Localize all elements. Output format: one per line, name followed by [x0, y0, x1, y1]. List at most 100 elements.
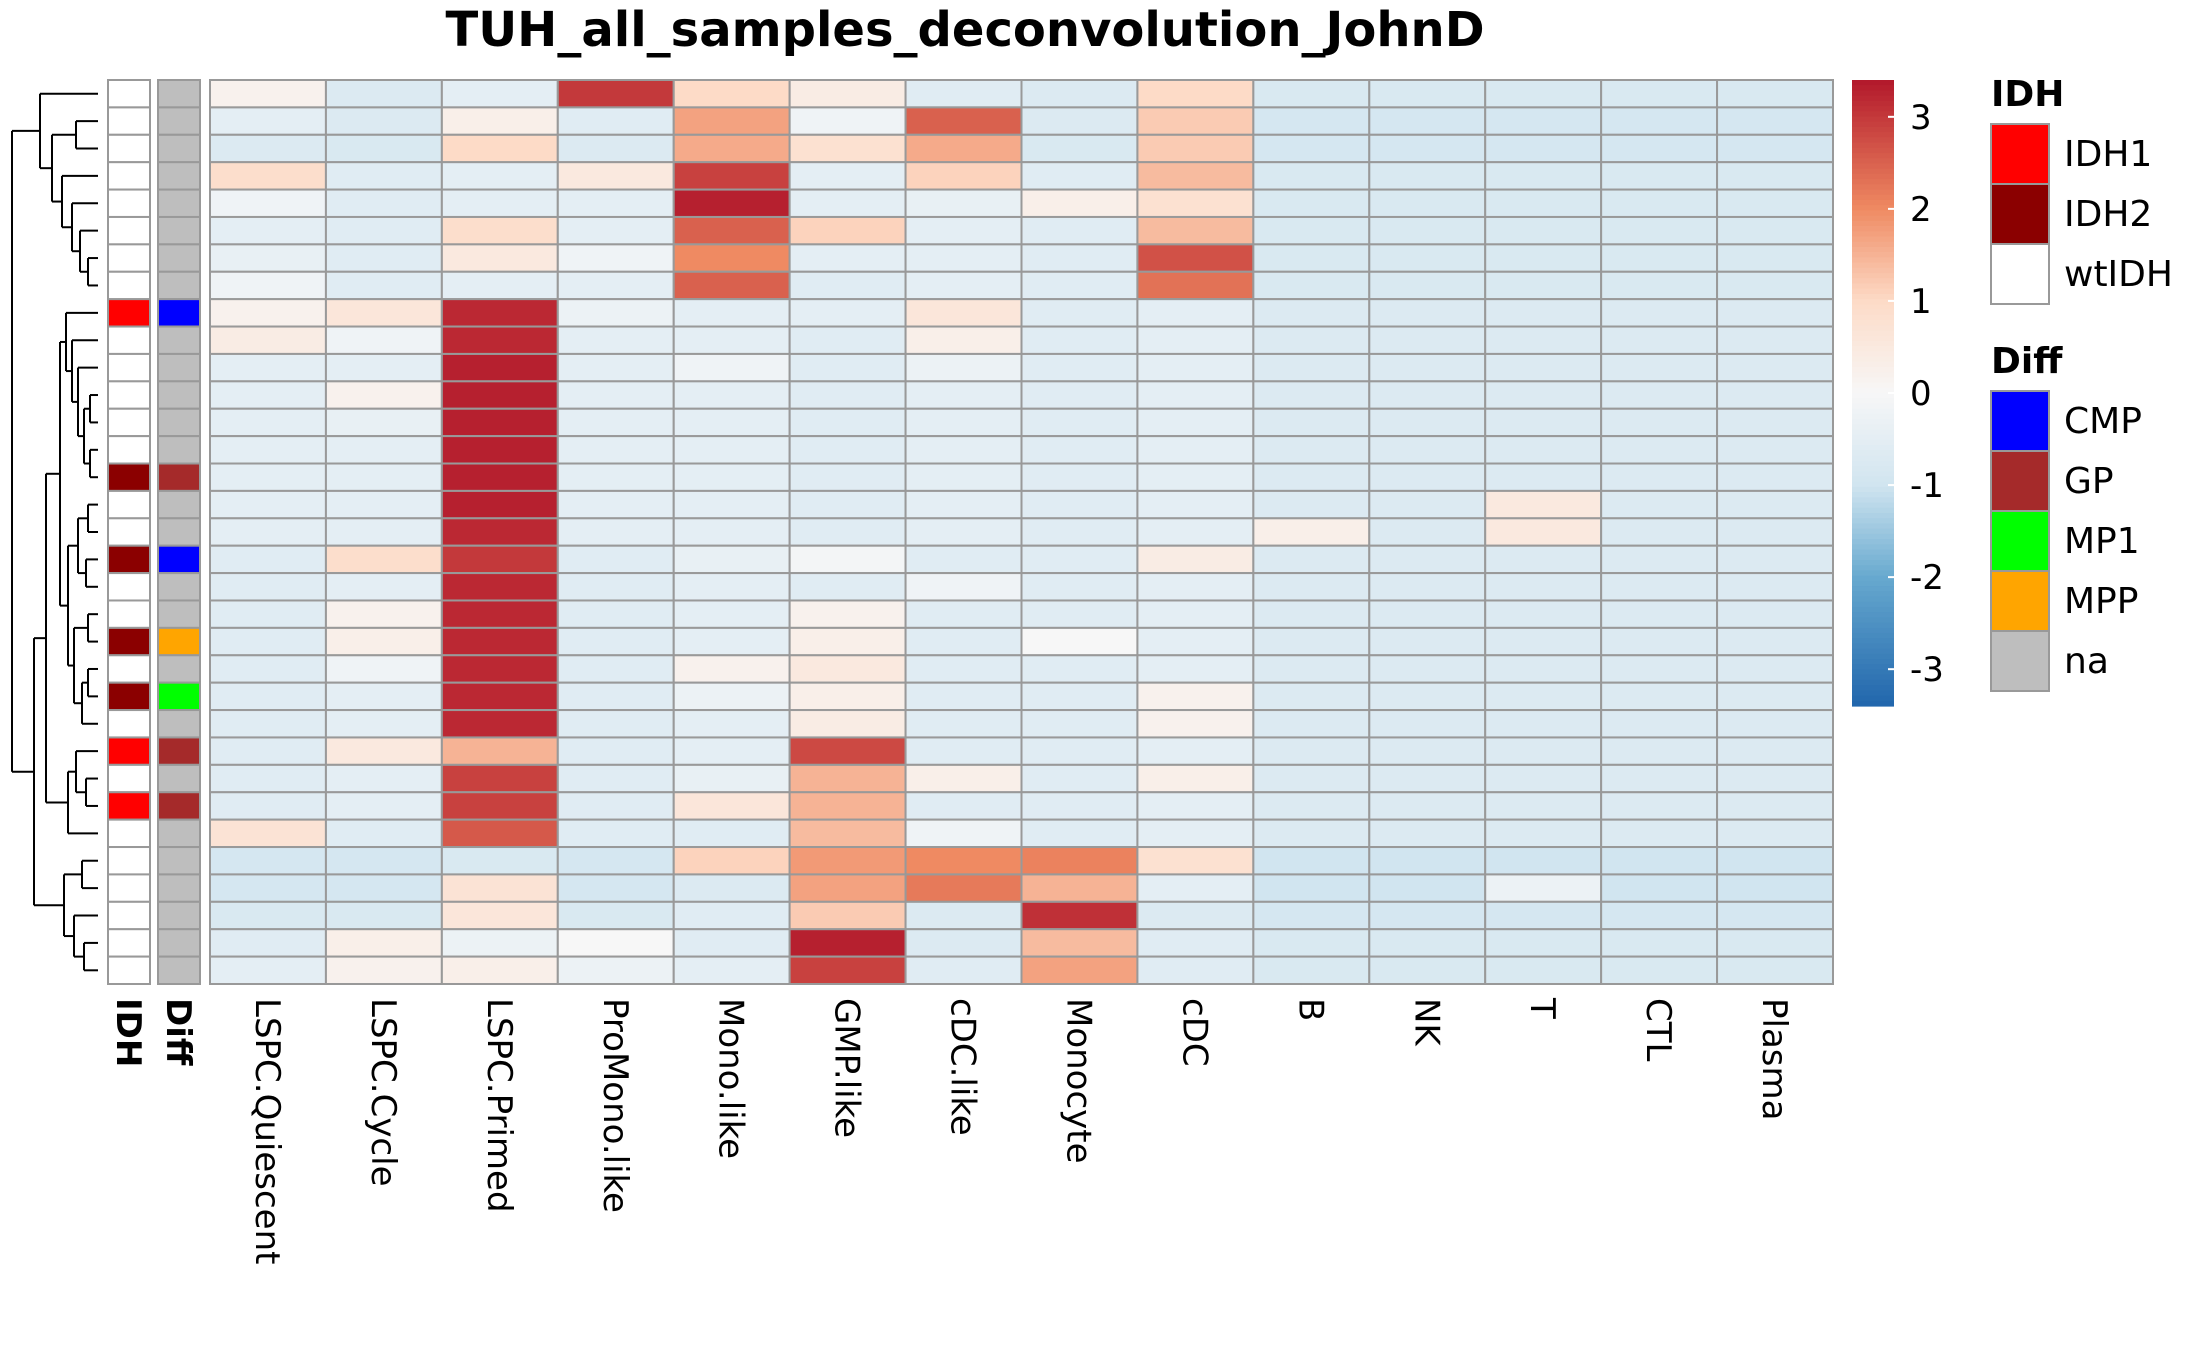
color-scale-step	[1852, 669, 1894, 676]
heatmap-cell	[904, 818, 1023, 849]
color-scale-step	[1852, 241, 1894, 248]
heatmap-cell	[1484, 462, 1603, 492]
heatmap-cell	[1716, 517, 1834, 547]
heatmap-cell	[1600, 681, 1719, 712]
heatmap-cell	[556, 928, 675, 958]
heatmap-cell	[1252, 736, 1371, 766]
heatmap-cell	[440, 188, 559, 218]
heatmap-cell	[1020, 544, 1139, 575]
heatmap-cell	[440, 709, 559, 739]
color-scale-step	[1852, 137, 1894, 144]
color-scale-step	[1852, 168, 1894, 175]
color-scale-step	[1852, 356, 1894, 363]
heatmap-cell	[1600, 955, 1719, 986]
heatmap-cell	[556, 188, 675, 218]
heatmap-cell	[209, 79, 327, 109]
legend-label: IDH2	[2064, 194, 2152, 235]
color-scale-step	[1852, 387, 1894, 394]
heatmap-cell	[440, 599, 559, 629]
color-scale-step	[1852, 507, 1894, 514]
heatmap-cell	[672, 435, 791, 465]
heatmap-cell	[1136, 681, 1255, 712]
heatmap-cell	[1484, 681, 1603, 712]
heatmap-cell	[672, 188, 791, 218]
heatmap-cell	[324, 900, 443, 931]
heatmap-cell	[440, 736, 559, 766]
diff-annotation-cell	[157, 654, 201, 684]
heatmap-cell	[1484, 270, 1603, 301]
heatmap-cell	[1484, 298, 1603, 328]
heatmap-cell	[1600, 243, 1719, 273]
heatmap-cell	[788, 435, 907, 465]
heatmap-cell	[1600, 298, 1719, 328]
color-scale-step	[1852, 111, 1894, 118]
heatmap-cell	[1484, 325, 1603, 355]
color-scale-step	[1852, 116, 1894, 123]
heatmap-cell	[556, 325, 675, 355]
heatmap-cell	[1716, 818, 1834, 849]
color-scale-step	[1852, 690, 1894, 697]
heatmap-cell	[1368, 654, 1487, 684]
heatmap-cell	[1600, 352, 1719, 383]
color-scale-step	[1852, 283, 1894, 290]
idh-legend-title: IDH	[1991, 74, 2064, 115]
color-scale-step	[1852, 601, 1894, 608]
heatmap-cell	[1020, 846, 1139, 876]
color-scale-step	[1852, 95, 1894, 102]
heatmap-cell	[1600, 106, 1719, 136]
heatmap-cell	[904, 79, 1023, 109]
heatmap-cell	[1136, 215, 1255, 246]
heatmap-cell	[1716, 462, 1834, 492]
color-scale-step	[1852, 252, 1894, 258]
legend-label: MPP	[2064, 581, 2138, 622]
heatmap-cell	[1136, 572, 1255, 602]
heatmap-cell	[556, 435, 675, 465]
heatmap-cell	[672, 325, 791, 355]
heatmap-cell	[904, 599, 1023, 629]
heatmap-cell	[1716, 161, 1834, 191]
heatmap-cell	[1368, 270, 1487, 301]
idh-annotation-label: IDH	[108, 998, 148, 1067]
heatmap-cell	[1368, 681, 1487, 712]
heatmap-cell	[1600, 517, 1719, 547]
color-scale-step	[1852, 580, 1894, 587]
heatmap-cell	[1136, 544, 1255, 575]
heatmap-cell	[788, 791, 907, 821]
color-scale-step	[1852, 262, 1894, 269]
heatmap-cell	[1136, 352, 1255, 383]
heatmap-cell	[440, 325, 559, 355]
idh-annotation-cell	[107, 79, 151, 109]
diff-annotation-cell	[157, 270, 201, 301]
legend-label: na	[2064, 641, 2109, 682]
heatmap-cell	[556, 681, 675, 712]
heatmap-cell	[1136, 133, 1255, 164]
idh-annotation-cell	[107, 681, 151, 712]
heatmap-cell	[904, 435, 1023, 465]
heatmap-cell	[1716, 572, 1834, 602]
heatmap-cell	[672, 736, 791, 766]
color-scale-step	[1852, 325, 1894, 331]
legend-swatch	[1990, 183, 2050, 245]
heatmap-cell	[209, 435, 327, 465]
color-scale-step	[1852, 346, 1894, 352]
color-scale-step	[1852, 606, 1894, 613]
heatmap-cell	[1136, 270, 1255, 301]
color-scale-step	[1852, 627, 1894, 634]
heatmap-cell	[1136, 791, 1255, 821]
heatmap-cell	[1136, 654, 1255, 684]
diff-annotation-cell	[157, 572, 201, 602]
heatmap-cell	[209, 681, 327, 712]
column-label: ProMono.like	[595, 998, 635, 1213]
heatmap-cell	[324, 133, 443, 164]
heatmap-cell	[788, 380, 907, 410]
heatmap-cell	[672, 517, 791, 547]
color-scale-step	[1852, 199, 1894, 206]
color-scale-step	[1852, 544, 1894, 551]
heatmap-cell	[1600, 736, 1719, 766]
diff-annotation-cell	[157, 517, 201, 547]
color-scale-tick-label: 3	[1910, 98, 1932, 138]
heatmap-cell	[1368, 572, 1487, 602]
idh-annotation-cell	[107, 846, 151, 876]
color-scale-bar: 3 2 1 0 -1 -2 -3	[1852, 80, 1944, 707]
color-scale-step	[1852, 126, 1894, 133]
